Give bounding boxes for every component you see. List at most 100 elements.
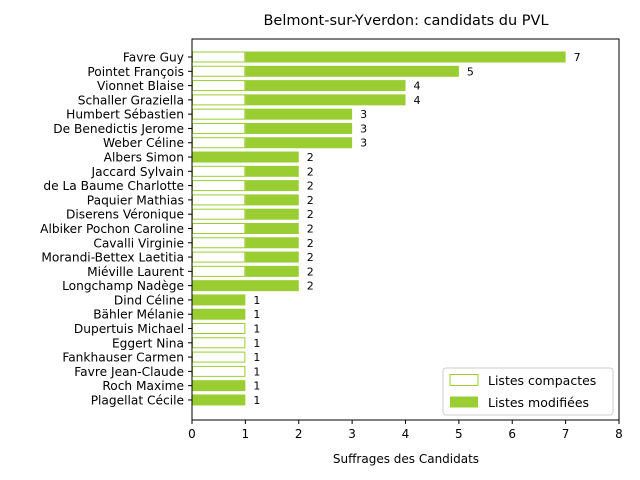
legend-label-listes-compactes: Listes compactes bbox=[488, 373, 596, 388]
value-label-schaller-graziella: 4 bbox=[414, 94, 421, 107]
y-tick-label-vionnet-blaise: Vionnet Blaise bbox=[97, 79, 184, 93]
x-tick-label-8: 8 bbox=[615, 427, 623, 441]
value-label-diserens-veronique: 2 bbox=[307, 208, 314, 221]
x-tick-label-7: 7 bbox=[562, 427, 570, 441]
value-label-de-benedictis-jerome: 3 bbox=[360, 122, 367, 135]
y-tick-label-fankhauser-carmen: Fankhauser Carmen bbox=[62, 351, 184, 365]
legend-box bbox=[442, 367, 614, 416]
bar-modifiees-diserens-veronique bbox=[245, 208, 299, 220]
bar-modifiees-morandi-bettex-laetitia bbox=[245, 251, 299, 263]
y-tick-label-albiker-pochon-caroline: Albiker Pochon Caroline bbox=[40, 222, 184, 236]
value-label-de-la-baume-charlotte: 2 bbox=[307, 180, 314, 193]
x-tick-label-3: 3 bbox=[348, 427, 356, 441]
value-label-cavalli-virginie: 2 bbox=[307, 237, 314, 250]
bar-modifiees-dind-celine bbox=[192, 294, 246, 306]
y-tick-label-morandi-bettex-laetitia: Morandi-Bettex Laetitia bbox=[41, 251, 184, 265]
bar-compactes-dupertuis-michael bbox=[192, 323, 246, 335]
value-label-eggert-nina: 1 bbox=[253, 337, 260, 350]
bar-modifiees-de-la-baume-charlotte bbox=[245, 180, 299, 192]
chart-title: Belmont-sur-Yverdon: candidats du PVL bbox=[263, 13, 548, 29]
y-tick-label-schaller-graziella: Schaller Graziella bbox=[78, 93, 184, 107]
value-label-favre-guy: 7 bbox=[574, 51, 581, 64]
legend-label-listes-modifiees: Listes modifiées bbox=[488, 395, 589, 410]
value-label-dind-celine: 1 bbox=[253, 294, 260, 307]
y-tick-label-roch-maxime: Roch Maxime bbox=[102, 379, 184, 393]
y-tick-label-albers-simon: Albers Simon bbox=[104, 151, 184, 165]
y-tick-label-paquier-mathias: Paquier Mathias bbox=[87, 193, 184, 207]
bar-modifiees-pointet-francois bbox=[245, 65, 459, 77]
bar-compactes-de-benedictis-jerome bbox=[192, 122, 246, 134]
x-axis-ticks: 0 1 2 3 4 5 6 7 8 bbox=[188, 420, 623, 441]
x-tick-label-2: 2 bbox=[295, 427, 303, 441]
value-label-dupertuis-michael: 1 bbox=[253, 323, 260, 336]
bar-modifiees-bahler-melanie bbox=[192, 308, 246, 320]
x-tick-label-0: 0 bbox=[188, 427, 196, 441]
bar-modifiees-weber-celine bbox=[245, 137, 353, 149]
bar-compactes-morandi-bettex-laetitia bbox=[192, 251, 246, 263]
value-label-albiker-pochon-caroline: 2 bbox=[307, 222, 314, 235]
value-label-jaccard-sylvain: 2 bbox=[307, 165, 314, 178]
bar-compactes-favre-guy bbox=[192, 51, 246, 63]
bar-modifiees-albiker-pochon-caroline bbox=[245, 222, 299, 234]
bar-modifiees-longchamp-nadege bbox=[192, 280, 299, 292]
y-tick-label-mieville-laurent: Miéville Laurent bbox=[87, 265, 184, 279]
bar-compactes-pointet-francois bbox=[192, 65, 246, 77]
x-tick-label-1: 1 bbox=[242, 427, 250, 441]
bar-modifiees-albers-simon bbox=[192, 151, 299, 163]
value-label-morandi-bettex-laetitia: 2 bbox=[307, 251, 314, 264]
y-tick-label-eggert-nina: Eggert Nina bbox=[112, 336, 184, 350]
bar-compactes-fankhauser-carmen bbox=[192, 351, 246, 363]
plot-frame bbox=[191, 38, 620, 421]
value-label-albers-simon: 2 bbox=[307, 151, 314, 164]
value-label-longchamp-nadege: 2 bbox=[307, 280, 314, 293]
x-axis-label: Suffrages des Candidats bbox=[333, 452, 479, 466]
y-tick-label-longchamp-nadege: Longchamp Nadège bbox=[62, 279, 184, 293]
bar-modifiees-mieville-laurent bbox=[245, 265, 299, 277]
value-label-plagellat-cecile: 1 bbox=[253, 394, 260, 407]
x-tick-label-6: 6 bbox=[508, 427, 516, 441]
bar-modifiees-cavalli-virginie bbox=[245, 237, 299, 249]
y-tick-label-de-benedictis-jerome: De Benedictis Jerome bbox=[53, 122, 184, 136]
bar-compactes-de-la-baume-charlotte bbox=[192, 180, 246, 192]
y-tick-label-humbert-sebastien: Humbert Sébastien bbox=[66, 108, 184, 122]
y-tick-label-dupertuis-michael: Dupertuis Michael bbox=[74, 322, 184, 336]
bar-compactes-favre-jean-claude bbox=[192, 365, 246, 377]
value-label-bahler-melanie: 1 bbox=[253, 308, 260, 321]
value-label-paquier-mathias: 2 bbox=[307, 194, 314, 207]
bar-modifiees-vionnet-blaise bbox=[245, 80, 406, 92]
bar-modifiees-humbert-sebastien bbox=[245, 108, 353, 120]
bar-compactes-cavalli-virginie bbox=[192, 237, 246, 249]
bar-compactes-vionnet-blaise bbox=[192, 80, 246, 92]
value-label-mieville-laurent: 2 bbox=[307, 265, 314, 278]
legend-swatch-listes-compactes bbox=[449, 374, 479, 386]
value-label-favre-jean-claude: 1 bbox=[253, 365, 260, 378]
value-label-vionnet-blaise: 4 bbox=[414, 80, 421, 93]
bar-compactes-albiker-pochon-caroline bbox=[192, 222, 246, 234]
value-label-weber-celine: 3 bbox=[360, 137, 367, 150]
x-tick-label-5: 5 bbox=[455, 427, 463, 441]
value-label-fankhauser-carmen: 1 bbox=[253, 351, 260, 364]
y-tick-label-jaccard-sylvain: Jaccard Sylvain bbox=[91, 165, 184, 179]
y-tick-label-weber-celine: Weber Céline bbox=[103, 136, 184, 150]
y-tick-label-favre-jean-claude: Favre Jean-Claude bbox=[74, 365, 184, 379]
legend: Listes compactes Listes modifiées bbox=[442, 367, 614, 416]
bar-modifiees-de-benedictis-jerome bbox=[245, 122, 353, 134]
bar-compactes-paquier-mathias bbox=[192, 194, 246, 206]
y-tick-label-cavalli-virginie: Cavalli Virginie bbox=[93, 236, 184, 250]
x-tick-label-4: 4 bbox=[402, 427, 410, 441]
value-label-humbert-sebastien: 3 bbox=[360, 108, 367, 121]
bar-compactes-mieville-laurent bbox=[192, 265, 246, 277]
bar-modifiees-favre-guy bbox=[245, 51, 566, 63]
bar-modifiees-jaccard-sylvain bbox=[245, 165, 299, 177]
y-tick-label-bahler-melanie: Bähler Mélanie bbox=[93, 308, 184, 322]
y-tick-label-de-la-baume-charlotte: de La Baume Charlotte bbox=[43, 179, 184, 193]
bar-modifiees-plagellat-cecile bbox=[192, 394, 246, 406]
bar-compactes-diserens-veronique bbox=[192, 208, 246, 220]
bar-compactes-weber-celine bbox=[192, 137, 246, 149]
y-tick-label-diserens-veronique: Diserens Véronique bbox=[66, 208, 184, 222]
y-tick-label-favre-guy: Favre Guy bbox=[123, 51, 184, 65]
value-label-pointet-francois: 5 bbox=[467, 65, 474, 78]
